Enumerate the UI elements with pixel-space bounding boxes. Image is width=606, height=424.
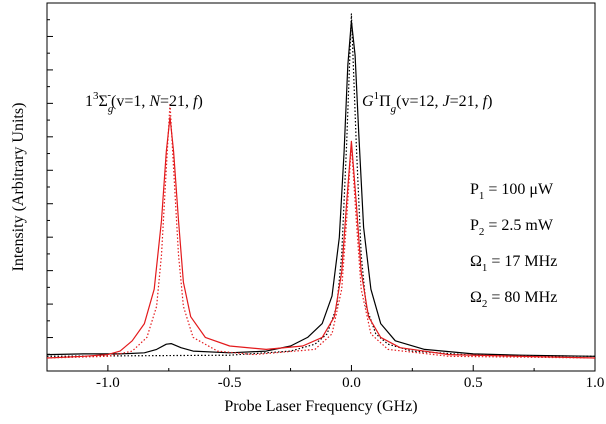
right-peak-label: G1Πg(v=12, J=21, f) — [362, 90, 492, 115]
series-line-0 — [46, 20, 596, 357]
x-tick-label: 0.5 — [464, 375, 483, 391]
left-peak-sigma: Σ — [99, 93, 108, 110]
series-line-3 — [46, 102, 596, 359]
right-peak-italic-f: f — [483, 93, 490, 110]
y-axis-title: Intensity (Arbitrary Units) — [10, 103, 27, 272]
parameter-block: P1 = 100 μW P2 = 2.5 mW Ω1 = 17 MHz Ω2 =… — [470, 181, 557, 310]
param-omega1: Ω1 = 17 MHz — [470, 253, 557, 274]
left-peak-pre: 1 — [85, 93, 93, 110]
left-peak-label: 13Σg -(v=1, N=21, f) — [85, 89, 203, 115]
left-peak-italic-f: f — [193, 93, 200, 110]
left-peak-sup2: - — [107, 89, 111, 101]
right-peak-sup: 1 — [374, 90, 380, 102]
left-peak-end: ) — [198, 93, 203, 110]
right-peak-g: G — [362, 93, 374, 110]
left-peak-italic-n: N — [148, 93, 161, 110]
right-peak-sub: g — [391, 103, 397, 115]
series-line-1 — [46, 13, 596, 357]
left-peak-sub: g — [108, 103, 114, 115]
left-peak-sup: 3 — [93, 90, 99, 102]
right-peak-pi: Π — [379, 93, 391, 110]
param-p1: P1 = 100 μW — [470, 181, 554, 202]
x-tick-label: 0.0 — [342, 375, 361, 391]
x-tick-label: -1.0 — [96, 375, 120, 391]
series-layer — [46, 13, 596, 359]
x-tick-label: 1.0 — [586, 375, 605, 391]
right-peak-mid: (v=12, — [396, 93, 442, 110]
param-omega2: Ω2 = 80 MHz — [470, 289, 557, 310]
left-peak-mid: (v=1, — [111, 93, 149, 110]
x-axis-ticks: -1.0 -0.5 0.0 0.5 1.0 — [46, 365, 605, 391]
series-line-2 — [46, 116, 596, 359]
param-p2: P2 = 2.5 mW — [470, 217, 554, 238]
y-axis-ticks — [47, 2, 53, 372]
x-axis-title: Probe Laser Frequency (GHz) — [224, 398, 417, 415]
right-peak-mid2: =21, — [450, 93, 483, 110]
left-peak-mid2: =21, — [160, 93, 193, 110]
x-tick-label: -0.5 — [218, 375, 242, 391]
right-peak-italic-j: J — [442, 93, 450, 110]
right-peak-end: ) — [487, 93, 492, 110]
